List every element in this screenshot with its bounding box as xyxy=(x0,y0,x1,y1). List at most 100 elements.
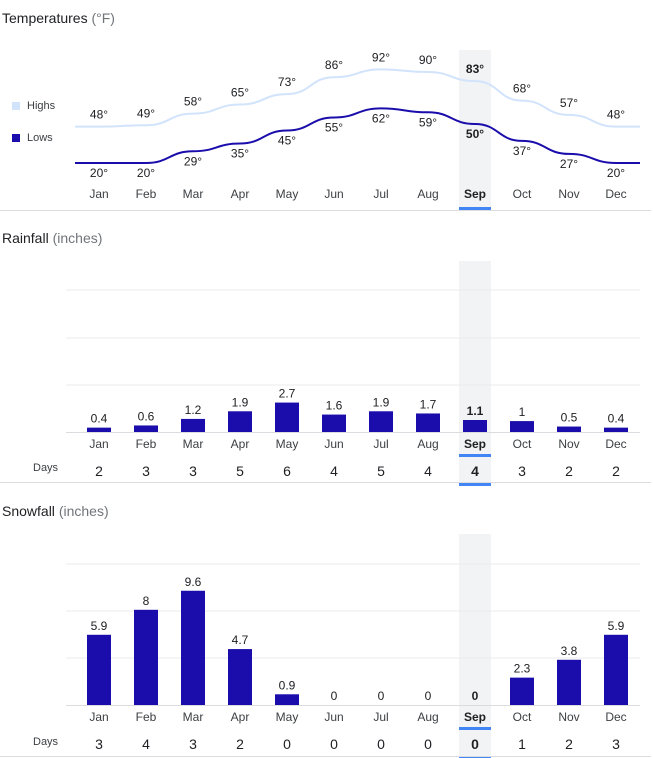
rainfall-days-label: Days xyxy=(33,462,59,474)
high-label-jun: 86° xyxy=(325,58,343,72)
value-label-mar: 1.2 xyxy=(185,403,202,417)
value-label-feb: 8 xyxy=(143,594,150,608)
selected-month-underline xyxy=(459,454,491,457)
low-label-jun: 55° xyxy=(325,121,343,135)
bar-apr xyxy=(228,411,252,432)
month-label-jul: Jul xyxy=(373,187,388,201)
month-label-dec: Dec xyxy=(605,187,626,201)
days-value-jan: 3 xyxy=(95,736,103,752)
month-label-aug: Aug xyxy=(417,187,438,201)
highs-swatch xyxy=(12,102,20,110)
month-label-jun: Jun xyxy=(324,187,343,201)
month-label-mar: Mar xyxy=(183,437,204,451)
snowfall-title-text: Snowfall xyxy=(2,503,55,519)
value-label-jan: 0.4 xyxy=(91,412,108,426)
low-label-dec: 20° xyxy=(607,166,625,180)
month-label-aug: Aug xyxy=(417,710,438,724)
high-label-mar: 58° xyxy=(184,95,202,109)
legend-lows-label: Lows xyxy=(27,132,53,144)
month-label-nov: Nov xyxy=(558,187,579,201)
days-value-aug: 4 xyxy=(424,463,432,479)
value-label-dec: 0.4 xyxy=(608,412,625,426)
bar-may xyxy=(275,694,299,705)
value-label-feb: 0.6 xyxy=(138,409,155,423)
value-label-aug: 0 xyxy=(425,689,432,703)
low-label-may: 45° xyxy=(278,134,296,148)
days-value-jul: 0 xyxy=(377,736,385,752)
month-label-apr: Apr xyxy=(231,437,250,451)
value-label-sep: 1.1 xyxy=(467,404,484,418)
high-label-sep: 83° xyxy=(466,62,484,76)
value-label-nov: 3.8 xyxy=(561,644,578,658)
bar-aug xyxy=(416,413,440,432)
month-label-apr: Apr xyxy=(231,187,250,201)
bar-jun xyxy=(322,414,346,432)
selected-month-underline xyxy=(459,727,491,730)
temperature-chart: 48° 49° 58° 65° 73° 86° 92° 90° 83° 68° 57° 48° 20° 2… xyxy=(75,50,640,210)
high-label-jan: 48° xyxy=(90,108,108,122)
snowfall-title: Snowfall (inches) xyxy=(2,503,109,519)
temperatures-section: Temperatures (°F) Highs Lows 48° 49° 58° 65… xyxy=(0,0,653,211)
value-label-jun: 1.6 xyxy=(326,399,343,413)
days-value-nov: 2 xyxy=(565,736,573,752)
high-label-may: 73° xyxy=(278,75,296,89)
lows-line xyxy=(75,107,640,164)
legend-highs-label: Highs xyxy=(27,100,56,112)
month-label-feb: Feb xyxy=(136,437,157,451)
selected-days-underline xyxy=(459,756,491,758)
rainfall-title-text: Rainfall xyxy=(2,230,49,246)
month-label-nov: Nov xyxy=(558,437,579,451)
month-label-dec: Dec xyxy=(605,710,626,724)
days-value-sep: 4 xyxy=(471,463,479,479)
value-label-sep: 0 xyxy=(472,689,479,703)
low-label-apr: 35° xyxy=(231,147,249,161)
bar-may xyxy=(275,402,299,432)
low-label-sep: 50° xyxy=(466,127,484,141)
bar-mar xyxy=(181,418,205,432)
month-label-feb: Feb xyxy=(136,710,157,724)
bar-oct xyxy=(510,421,534,432)
legend-lows: Lows xyxy=(12,132,53,144)
high-label-oct: 68° xyxy=(513,82,531,96)
value-label-may: 2.7 xyxy=(279,387,296,401)
value-label-apr: 4.7 xyxy=(232,633,249,647)
bar-feb xyxy=(134,609,158,705)
month-label-mar: Mar xyxy=(183,710,204,724)
month-label-jan: Jan xyxy=(89,710,108,724)
month-label-jul: Jul xyxy=(373,710,388,724)
month-label-apr: Apr xyxy=(231,710,250,724)
days-value-sep: 0 xyxy=(471,736,479,752)
bar-dec xyxy=(604,634,628,705)
bar-dec xyxy=(604,427,628,432)
month-label-jun: Jun xyxy=(324,437,343,451)
low-label-mar: 29° xyxy=(184,154,202,168)
bar-jul xyxy=(369,411,393,432)
days-value-mar: 3 xyxy=(189,463,197,479)
high-label-jul: 92° xyxy=(372,50,390,64)
month-label-sep: Sep xyxy=(464,710,486,724)
bar-nov xyxy=(557,426,581,432)
low-label-jul: 62° xyxy=(372,111,390,125)
month-label-sep: Sep xyxy=(464,437,486,451)
days-value-jan: 2 xyxy=(95,463,103,479)
bar-oct xyxy=(510,677,534,705)
lows-swatch xyxy=(12,134,20,142)
days-value-jul: 5 xyxy=(377,463,385,479)
high-label-aug: 90° xyxy=(419,53,437,67)
low-label-oct: 37° xyxy=(513,144,531,158)
bar-jan xyxy=(87,634,111,705)
days-value-may: 6 xyxy=(283,463,291,479)
value-label-dec: 5.9 xyxy=(608,619,625,633)
days-value-apr: 2 xyxy=(236,736,244,752)
snowfall-days-label: Days xyxy=(33,736,59,748)
legend-highs: Highs xyxy=(12,100,55,112)
low-label-jan: 20° xyxy=(90,166,108,180)
selected-month-underline xyxy=(459,207,491,210)
bar-apr xyxy=(228,649,252,705)
days-value-feb: 4 xyxy=(142,736,150,752)
snowfall-chart: 5.9 Jan 3 8 Feb 4 9.6 Mar 3 4.7 Apr 2 0.9 May 0 0 Jun 0 0 J… xyxy=(66,534,640,758)
high-label-apr: 65° xyxy=(231,86,249,100)
selected-month-band xyxy=(459,261,491,486)
value-label-aug: 1.7 xyxy=(420,397,437,411)
value-label-nov: 0.5 xyxy=(561,411,578,425)
